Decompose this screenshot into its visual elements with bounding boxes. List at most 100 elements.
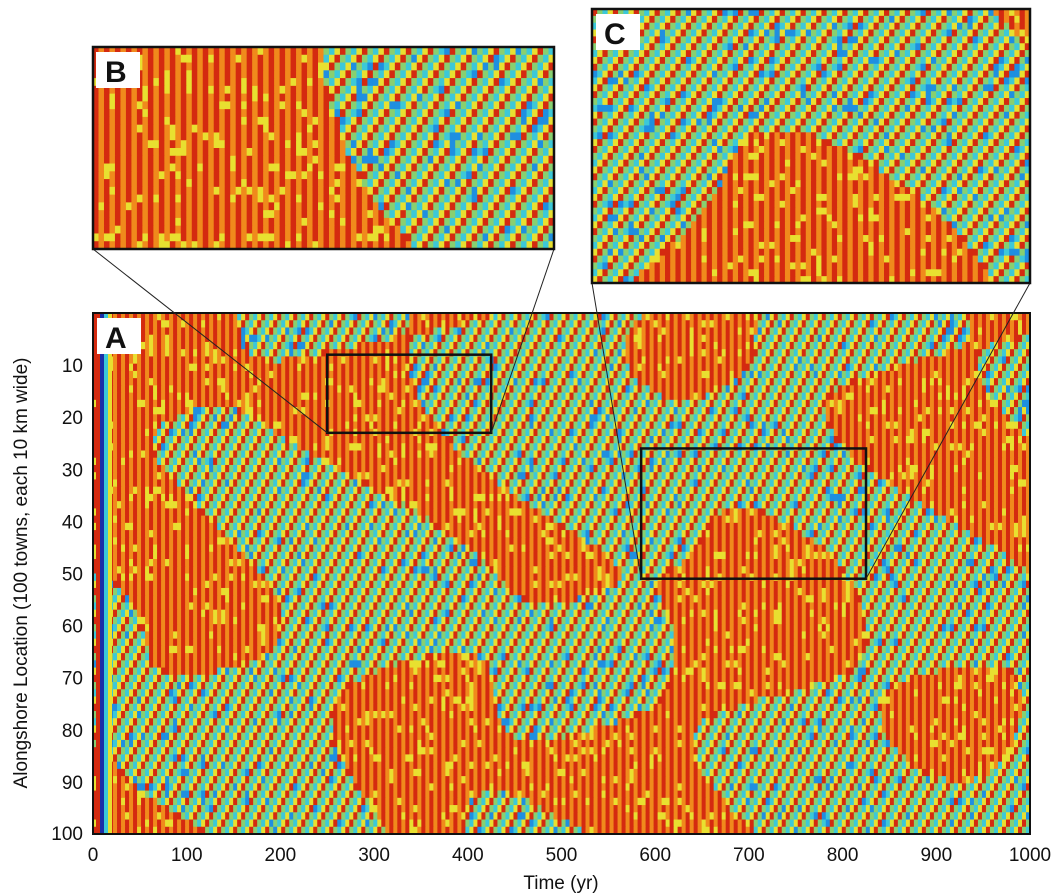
heatmap-cell xyxy=(981,436,987,444)
heatmap-cell xyxy=(365,399,370,408)
heatmap-cell xyxy=(721,320,727,328)
heatmap-cell xyxy=(817,370,823,379)
heatmap-cell xyxy=(853,436,859,444)
heatmap-cell xyxy=(561,356,566,365)
heatmap-cell xyxy=(665,349,671,357)
heatmap-cell xyxy=(265,320,270,328)
heatmap-cell xyxy=(769,457,775,466)
heatmap-cell xyxy=(221,320,226,328)
heatmap-cell xyxy=(273,407,278,415)
heatmap-cell xyxy=(997,327,1003,336)
heatmap-cell xyxy=(849,320,855,328)
heatmap-cell xyxy=(449,370,454,379)
heatmap-cell xyxy=(541,378,546,386)
heatmap-cell xyxy=(537,378,542,386)
heatmap-cell xyxy=(209,363,214,372)
heatmap-cell xyxy=(825,428,831,437)
heatmap-cell xyxy=(445,363,450,372)
heatmap-cell xyxy=(513,320,518,328)
heatmap-cell xyxy=(833,327,839,336)
heatmap-cell xyxy=(453,313,458,321)
heatmap-cell xyxy=(221,407,226,415)
heatmap-cell xyxy=(929,450,935,459)
heatmap-cell xyxy=(477,370,482,379)
heatmap-cell xyxy=(605,349,610,357)
heatmap-cell xyxy=(509,443,514,451)
heatmap-cell xyxy=(217,392,222,401)
heatmap-cell xyxy=(501,436,506,444)
heatmap-cell xyxy=(625,370,630,379)
heatmap-cell xyxy=(653,436,658,444)
heatmap-cell xyxy=(405,363,410,372)
heatmap-cell xyxy=(169,327,174,336)
heatmap-cell xyxy=(953,436,959,444)
heatmap-cell xyxy=(869,378,875,386)
heatmap-cell xyxy=(477,313,482,321)
heatmap-cell xyxy=(265,327,270,336)
heatmap-cell xyxy=(717,320,723,328)
heatmap-cell xyxy=(237,320,242,328)
heatmap-cell xyxy=(477,363,482,372)
heatmap-cell xyxy=(193,399,198,408)
heatmap-cell xyxy=(245,370,250,379)
heatmap-cell xyxy=(233,414,238,422)
heatmap-cell xyxy=(205,464,210,473)
heatmap-cell xyxy=(553,313,558,321)
heatmap-cell xyxy=(181,421,186,430)
heatmap-cell xyxy=(257,313,262,321)
heatmap-cell xyxy=(357,436,362,444)
heatmap-cell xyxy=(589,349,594,357)
heatmap-cell xyxy=(809,399,815,408)
heatmap-cell xyxy=(677,450,683,459)
heatmap-cell xyxy=(545,414,550,422)
heatmap-cell xyxy=(945,327,951,336)
heatmap-cell xyxy=(749,414,755,422)
heatmap-cell xyxy=(469,399,474,408)
heatmap-cell xyxy=(801,378,807,386)
heatmap-cell xyxy=(541,341,546,350)
heatmap-cell xyxy=(145,341,150,350)
heatmap-cell xyxy=(233,421,238,430)
heatmap-cell xyxy=(905,320,911,328)
heatmap-cell xyxy=(277,363,282,372)
heatmap-cell xyxy=(185,313,190,321)
heatmap-cell xyxy=(249,334,254,343)
heatmap-cell xyxy=(673,421,679,430)
heatmap-cell xyxy=(513,363,518,372)
heatmap-cell xyxy=(533,370,538,379)
heatmap-cell xyxy=(725,443,731,451)
heatmap-cell xyxy=(921,414,927,422)
heatmap-cell xyxy=(485,436,490,444)
heatmap-cell xyxy=(673,443,679,451)
heatmap-cell xyxy=(561,349,566,357)
heatmap-cell xyxy=(457,356,462,365)
heatmap-cell xyxy=(861,407,867,415)
heatmap-cell xyxy=(829,327,835,336)
heatmap-cell xyxy=(509,414,514,422)
heatmap-cell xyxy=(985,349,991,357)
heatmap-cell xyxy=(649,327,654,336)
heatmap-cell xyxy=(945,450,951,459)
heatmap-cell xyxy=(781,363,787,372)
heatmap-cell xyxy=(941,334,947,343)
heatmap-cell xyxy=(813,421,819,430)
heatmap-cell xyxy=(453,392,458,401)
heatmap-cell xyxy=(201,363,206,372)
heatmap-cell xyxy=(341,349,346,357)
heatmap-cell xyxy=(257,349,262,357)
heatmap-cell xyxy=(745,327,751,336)
heatmap-cell xyxy=(393,407,398,415)
heatmap-cell xyxy=(585,443,590,451)
heatmap-cell xyxy=(873,349,879,357)
heatmap-cell xyxy=(689,436,695,444)
heatmap-cell xyxy=(493,450,498,459)
heatmap-cell xyxy=(309,341,314,350)
heatmap-cell xyxy=(757,436,763,444)
heatmap-cell xyxy=(585,320,590,328)
heatmap-cell xyxy=(973,392,979,401)
heatmap-cell xyxy=(753,385,759,393)
heatmap-cell xyxy=(757,327,763,336)
heatmap-cell xyxy=(257,334,262,343)
heatmap-cell xyxy=(129,392,134,401)
heatmap-cell xyxy=(649,313,654,321)
